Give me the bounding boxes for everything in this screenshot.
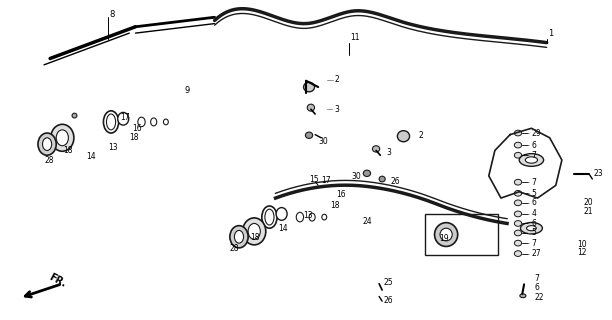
- Circle shape: [525, 157, 537, 163]
- Text: 24: 24: [362, 217, 371, 226]
- Ellipse shape: [296, 212, 304, 222]
- Ellipse shape: [56, 130, 69, 146]
- Ellipse shape: [514, 200, 521, 206]
- Ellipse shape: [304, 82, 315, 92]
- Circle shape: [520, 222, 542, 234]
- Text: 19: 19: [439, 234, 449, 243]
- Text: 26: 26: [390, 177, 400, 186]
- Text: 7: 7: [531, 151, 536, 160]
- Text: 13: 13: [108, 143, 118, 152]
- Text: 18: 18: [64, 146, 73, 155]
- Ellipse shape: [138, 117, 145, 127]
- Text: 11: 11: [350, 33, 359, 42]
- Text: 12: 12: [577, 248, 587, 257]
- Ellipse shape: [514, 179, 521, 185]
- Ellipse shape: [514, 130, 521, 136]
- Ellipse shape: [248, 223, 260, 239]
- Ellipse shape: [38, 133, 56, 155]
- Ellipse shape: [514, 142, 521, 148]
- Text: 6: 6: [531, 219, 536, 228]
- Ellipse shape: [103, 111, 119, 133]
- Text: 15: 15: [309, 175, 319, 185]
- Text: 6: 6: [531, 140, 536, 149]
- Ellipse shape: [440, 228, 452, 241]
- Text: 21: 21: [583, 207, 592, 216]
- Text: 23: 23: [594, 169, 603, 178]
- Text: 28: 28: [44, 156, 53, 164]
- Text: 8: 8: [110, 10, 115, 19]
- Text: 17: 17: [120, 113, 130, 122]
- Ellipse shape: [305, 132, 313, 139]
- Ellipse shape: [72, 113, 77, 118]
- Text: 28: 28: [230, 244, 239, 253]
- Ellipse shape: [373, 146, 379, 152]
- Text: 25: 25: [384, 278, 394, 287]
- Text: 29: 29: [531, 129, 541, 138]
- Text: 9: 9: [184, 86, 189, 95]
- Text: 3: 3: [335, 105, 340, 114]
- Text: 5: 5: [531, 228, 536, 237]
- Text: 13: 13: [303, 211, 313, 220]
- Text: 14: 14: [87, 152, 96, 161]
- Text: 7: 7: [531, 239, 536, 248]
- Ellipse shape: [514, 251, 521, 256]
- Ellipse shape: [514, 152, 521, 158]
- Ellipse shape: [230, 226, 248, 248]
- Ellipse shape: [364, 170, 371, 177]
- Ellipse shape: [118, 112, 129, 125]
- Text: 30: 30: [352, 172, 362, 181]
- Circle shape: [526, 226, 536, 231]
- Text: 26: 26: [384, 296, 394, 305]
- Text: 7: 7: [531, 178, 536, 187]
- Circle shape: [519, 154, 543, 166]
- Text: 2: 2: [335, 75, 340, 84]
- Text: 14: 14: [278, 224, 288, 233]
- Ellipse shape: [435, 223, 458, 246]
- Ellipse shape: [234, 230, 244, 243]
- Text: 27: 27: [531, 249, 541, 258]
- Text: 17: 17: [321, 176, 331, 185]
- Text: 18: 18: [330, 202, 340, 211]
- Ellipse shape: [309, 213, 315, 221]
- Text: 5: 5: [531, 189, 536, 198]
- Ellipse shape: [262, 206, 277, 228]
- Ellipse shape: [51, 124, 74, 151]
- Text: 20: 20: [583, 198, 593, 207]
- Text: 2: 2: [419, 131, 424, 140]
- Text: 16: 16: [132, 124, 142, 133]
- Bar: [425, 214, 498, 255]
- Ellipse shape: [151, 118, 157, 126]
- Ellipse shape: [514, 211, 521, 217]
- Ellipse shape: [514, 220, 521, 226]
- Text: 1: 1: [548, 28, 554, 38]
- Text: 30: 30: [318, 137, 328, 147]
- Ellipse shape: [514, 240, 521, 246]
- Ellipse shape: [520, 294, 526, 298]
- Text: 3: 3: [386, 148, 391, 157]
- Ellipse shape: [242, 218, 266, 245]
- Ellipse shape: [514, 190, 521, 196]
- Text: 10: 10: [577, 240, 587, 249]
- Text: 4: 4: [531, 209, 536, 219]
- Text: FR.: FR.: [47, 272, 68, 289]
- Text: 18: 18: [250, 233, 259, 242]
- Ellipse shape: [307, 104, 315, 111]
- Ellipse shape: [276, 208, 287, 220]
- Text: 6: 6: [534, 283, 539, 292]
- Text: 7: 7: [534, 275, 539, 284]
- Ellipse shape: [514, 230, 521, 236]
- Ellipse shape: [379, 176, 385, 182]
- Text: 16: 16: [337, 190, 346, 199]
- Ellipse shape: [42, 138, 51, 150]
- Text: 22: 22: [534, 292, 544, 301]
- Ellipse shape: [397, 131, 409, 142]
- Text: 6: 6: [531, 198, 536, 207]
- Text: 18: 18: [129, 133, 139, 142]
